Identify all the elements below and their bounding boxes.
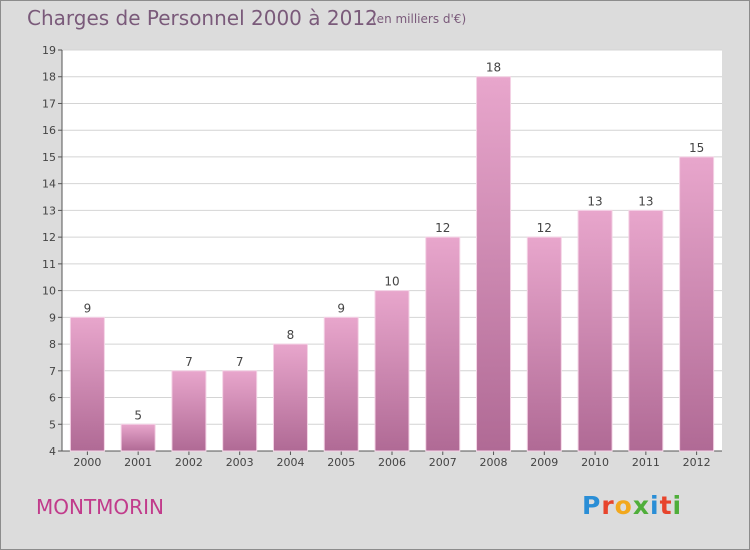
x-tick-label: 2007	[429, 456, 457, 469]
bar	[272, 343, 308, 452]
data-label: 13	[587, 194, 602, 208]
y-tick-label: 18	[42, 71, 56, 84]
bar	[628, 209, 664, 452]
x-tick-label: 2005	[327, 456, 355, 469]
logo-letter: t	[659, 491, 673, 520]
logo-letter: i	[650, 491, 660, 520]
logo-letter: i	[672, 491, 683, 520]
x-tick-label: 2000	[73, 456, 101, 469]
y-tick-label: 14	[42, 178, 56, 191]
bar	[171, 370, 207, 452]
logo-letter: o	[614, 491, 633, 520]
y-tick-label: 15	[42, 151, 56, 164]
bar	[69, 316, 105, 452]
x-tick-label: 2009	[530, 456, 558, 469]
bar	[374, 290, 410, 452]
logo-letter: x	[632, 491, 650, 520]
bar	[679, 156, 715, 452]
y-tick-label: 17	[42, 97, 56, 110]
y-tick-label: 7	[49, 365, 56, 378]
bar	[577, 209, 613, 452]
data-label: 15	[689, 141, 704, 155]
bars	[69, 76, 715, 452]
x-tick-label: 2003	[226, 456, 254, 469]
data-label: 8	[287, 328, 295, 342]
y-tick-label: 10	[42, 285, 56, 298]
town-name: MONTMORIN	[36, 495, 164, 519]
y-tick-label: 13	[42, 204, 56, 217]
data-label: 12	[537, 221, 552, 235]
logo-letter: r	[601, 491, 615, 520]
data-label: 9	[84, 301, 92, 315]
bar	[222, 370, 258, 452]
data-label: 12	[435, 221, 450, 235]
y-tick-label: 16	[42, 124, 56, 137]
chart-title: Charges de Personnel 2000 à 2012	[27, 6, 378, 30]
bar	[323, 316, 359, 452]
data-label: 18	[486, 61, 501, 75]
data-label: 13	[638, 194, 653, 208]
y-tick-label: 8	[49, 338, 56, 351]
x-tick-label: 2011	[632, 456, 660, 469]
y-tick-label: 6	[49, 392, 56, 405]
data-label: 7	[236, 355, 244, 369]
x-tick-label: 2002	[175, 456, 203, 469]
bar	[120, 423, 156, 452]
x-tick-label: 2006	[378, 456, 406, 469]
y-tick-label: 12	[42, 231, 56, 244]
data-label: 7	[185, 355, 193, 369]
y-tick-label: 19	[42, 44, 56, 57]
y-tick-label: 11	[42, 258, 56, 271]
proxiti-logo[interactable]: Proxiti	[582, 491, 682, 520]
bar	[476, 76, 512, 452]
labels: 4 5 6 7 8 9 10 11 12 13 14 15 16 17 18 19 9 2000 5 2001 7 200…	[42, 44, 711, 469]
data-label: 5	[134, 408, 142, 422]
x-tick-label: 2004	[276, 456, 304, 469]
chart-subtitle: (en milliers d'€)	[372, 12, 467, 26]
x-tick-label: 2010	[581, 456, 609, 469]
data-label: 9	[337, 301, 345, 315]
y-tick-label: 5	[49, 418, 56, 431]
logo-letter: P	[582, 491, 602, 520]
x-tick-label: 2001	[124, 456, 152, 469]
x-tick-label: 2008	[480, 456, 508, 469]
data-label: 10	[384, 275, 399, 289]
y-tick-label: 4	[49, 445, 56, 458]
x-tick-label: 2012	[683, 456, 711, 469]
bar	[526, 236, 562, 452]
bar	[425, 236, 461, 452]
y-tick-label: 9	[49, 311, 56, 324]
